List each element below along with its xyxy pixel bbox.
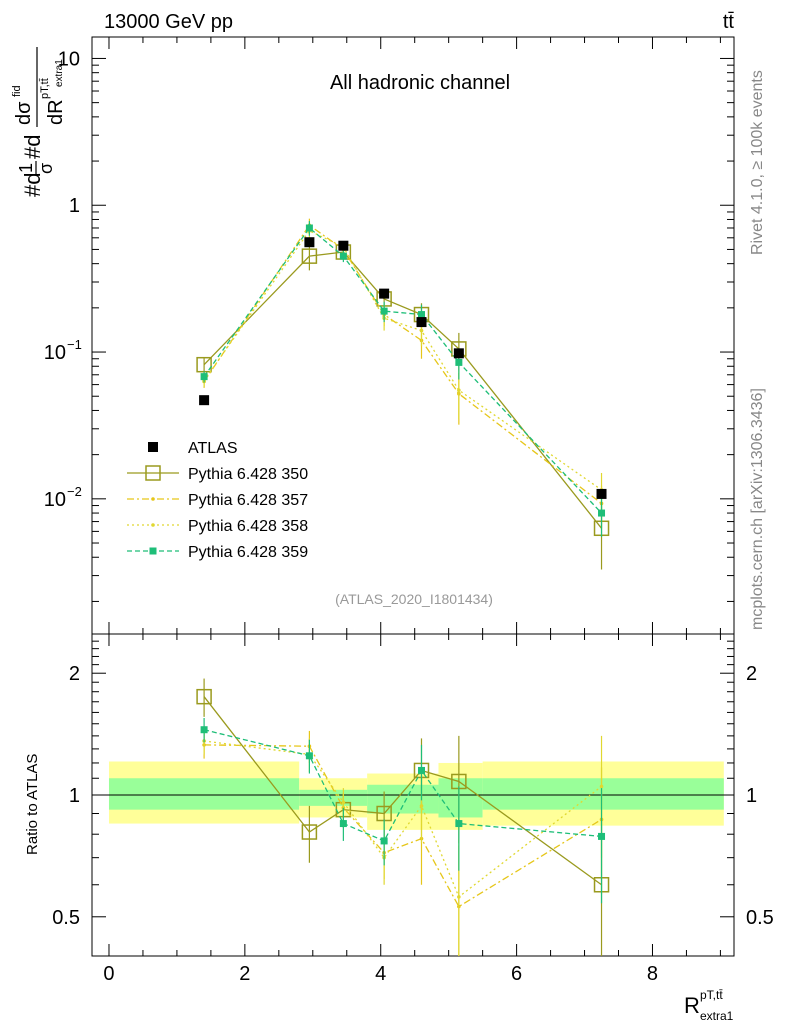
data-point [304,237,315,248]
series-marker [455,358,463,366]
x-label-sup: pT,tt̄ [700,988,723,1002]
main-y-tick-base: 10 [58,48,80,70]
main-y-tick-base: 1 [69,195,80,217]
y-label-deriv-num: dσ [13,101,35,125]
ratio-y-tick-label-right: 0.5 [746,907,774,929]
main-y-tick-label: 10 [58,48,80,70]
y-label-prefix: #d [20,173,45,197]
series-marker [380,307,388,315]
x-label-sub: extra1 [700,1009,734,1023]
mcplots-label: mcplots.cern.ch [arXiv:1306.3436] [749,388,766,630]
series-marker [200,373,208,381]
y-label-frac-num: 1 [16,163,36,173]
panel-title: All hadronic channel [330,72,510,94]
legend-label: Pythia 6.428 357 [188,492,308,509]
legend-label: Pythia 6.428 359 [188,544,308,561]
x-tick-label: 4 [375,963,386,985]
series-line [203,224,602,504]
ratio-marker [455,820,463,828]
y-label-deriv-den: dR [45,99,67,125]
ratio-y-tick-label: 2 [69,663,80,685]
ratio-marker [599,784,604,789]
y-label-frac-den: σ [36,163,56,174]
x-label-main: R [684,993,700,1018]
y-label-mid: #d [20,135,45,159]
beam-label: 13000 GeV pp [104,11,233,33]
legend-label: Pythia 6.428 358 [188,518,308,535]
series-marker [339,252,347,260]
ratio-marker [380,837,388,845]
data-point [416,317,427,328]
legend-label: Pythia 6.428 350 [188,466,308,483]
ratio-marker [419,804,424,808]
ratio-band-inner [367,784,439,814]
ratio-band-inner [482,778,724,810]
x-tick-label: 2 [239,963,250,985]
rivet-version-label: Rivet 4.1.0, ≥ 100k events [749,70,766,255]
main-y-tick-label: 10 −2 [44,484,82,511]
ratio-band-inner [108,778,300,810]
data-point [338,240,349,251]
ratio-y-tick-label: 1 [69,785,80,807]
ratio-y-tick-label-right: 2 [746,663,757,685]
ratio-marker [341,800,346,804]
series-marker [301,248,318,264]
process-label: tt̄ [723,11,735,33]
y-label-deriv-den-sup: pT,tt̄ [39,78,51,99]
y-label-deriv-num-sup: fid [11,85,23,97]
main-y-tick-label: 10 −1 [44,337,82,364]
series-line [203,229,602,491]
main-y-tick-base: 10 [44,342,66,364]
ratio-marker [339,820,347,828]
ratio-band-inner [299,789,368,806]
main-y-axis-label: #d 1 σ #d dσ fid dR pT,tt̄ extra1 [11,47,67,197]
series-marker [457,388,461,392]
legend-marker [151,497,155,501]
x-tick-label: 8 [647,963,658,985]
data-point [199,395,210,406]
ratio-marker [196,688,212,705]
main-y-tick-label: 1 [69,195,80,217]
main-y-tick-base: 10 [44,489,66,511]
data-point [453,348,464,359]
ratio-y-tick-label: 0.5 [52,907,80,929]
x-axis-label: R pT,tt̄ extra1 [684,988,734,1023]
y-label-deriv-den-sub: extra1 [54,59,65,87]
ratio-marker [457,895,461,899]
series-marker [419,328,424,333]
legend-marker [145,465,161,481]
legend-marker [149,547,157,555]
ratio-marker [417,766,425,774]
main-y-tick-exp: −2 [67,484,82,499]
x-tick-label: 0 [103,963,114,985]
ratio-band-inner [438,778,483,818]
main-y-tick-exp: −1 [67,337,82,352]
data-point [596,488,607,499]
analysis-id: (ATLAS_2020_I1801434) [335,591,493,607]
legend-marker [151,523,155,527]
ratio-marker [305,752,313,760]
series-marker [417,311,425,319]
ratio-marker [200,726,208,734]
legend-marker [148,442,158,452]
ratio-y-tick-label-right: 1 [746,785,757,807]
ratio-y-axis-label: Ratio to ATLAS [24,754,41,855]
ratio-marker [598,832,606,840]
ratio-marker [301,824,318,840]
data-point [379,288,390,299]
x-tick-label: 6 [511,963,522,985]
series-marker [305,224,313,232]
legend-label: ATLAS [188,440,238,457]
series-marker [598,509,606,517]
